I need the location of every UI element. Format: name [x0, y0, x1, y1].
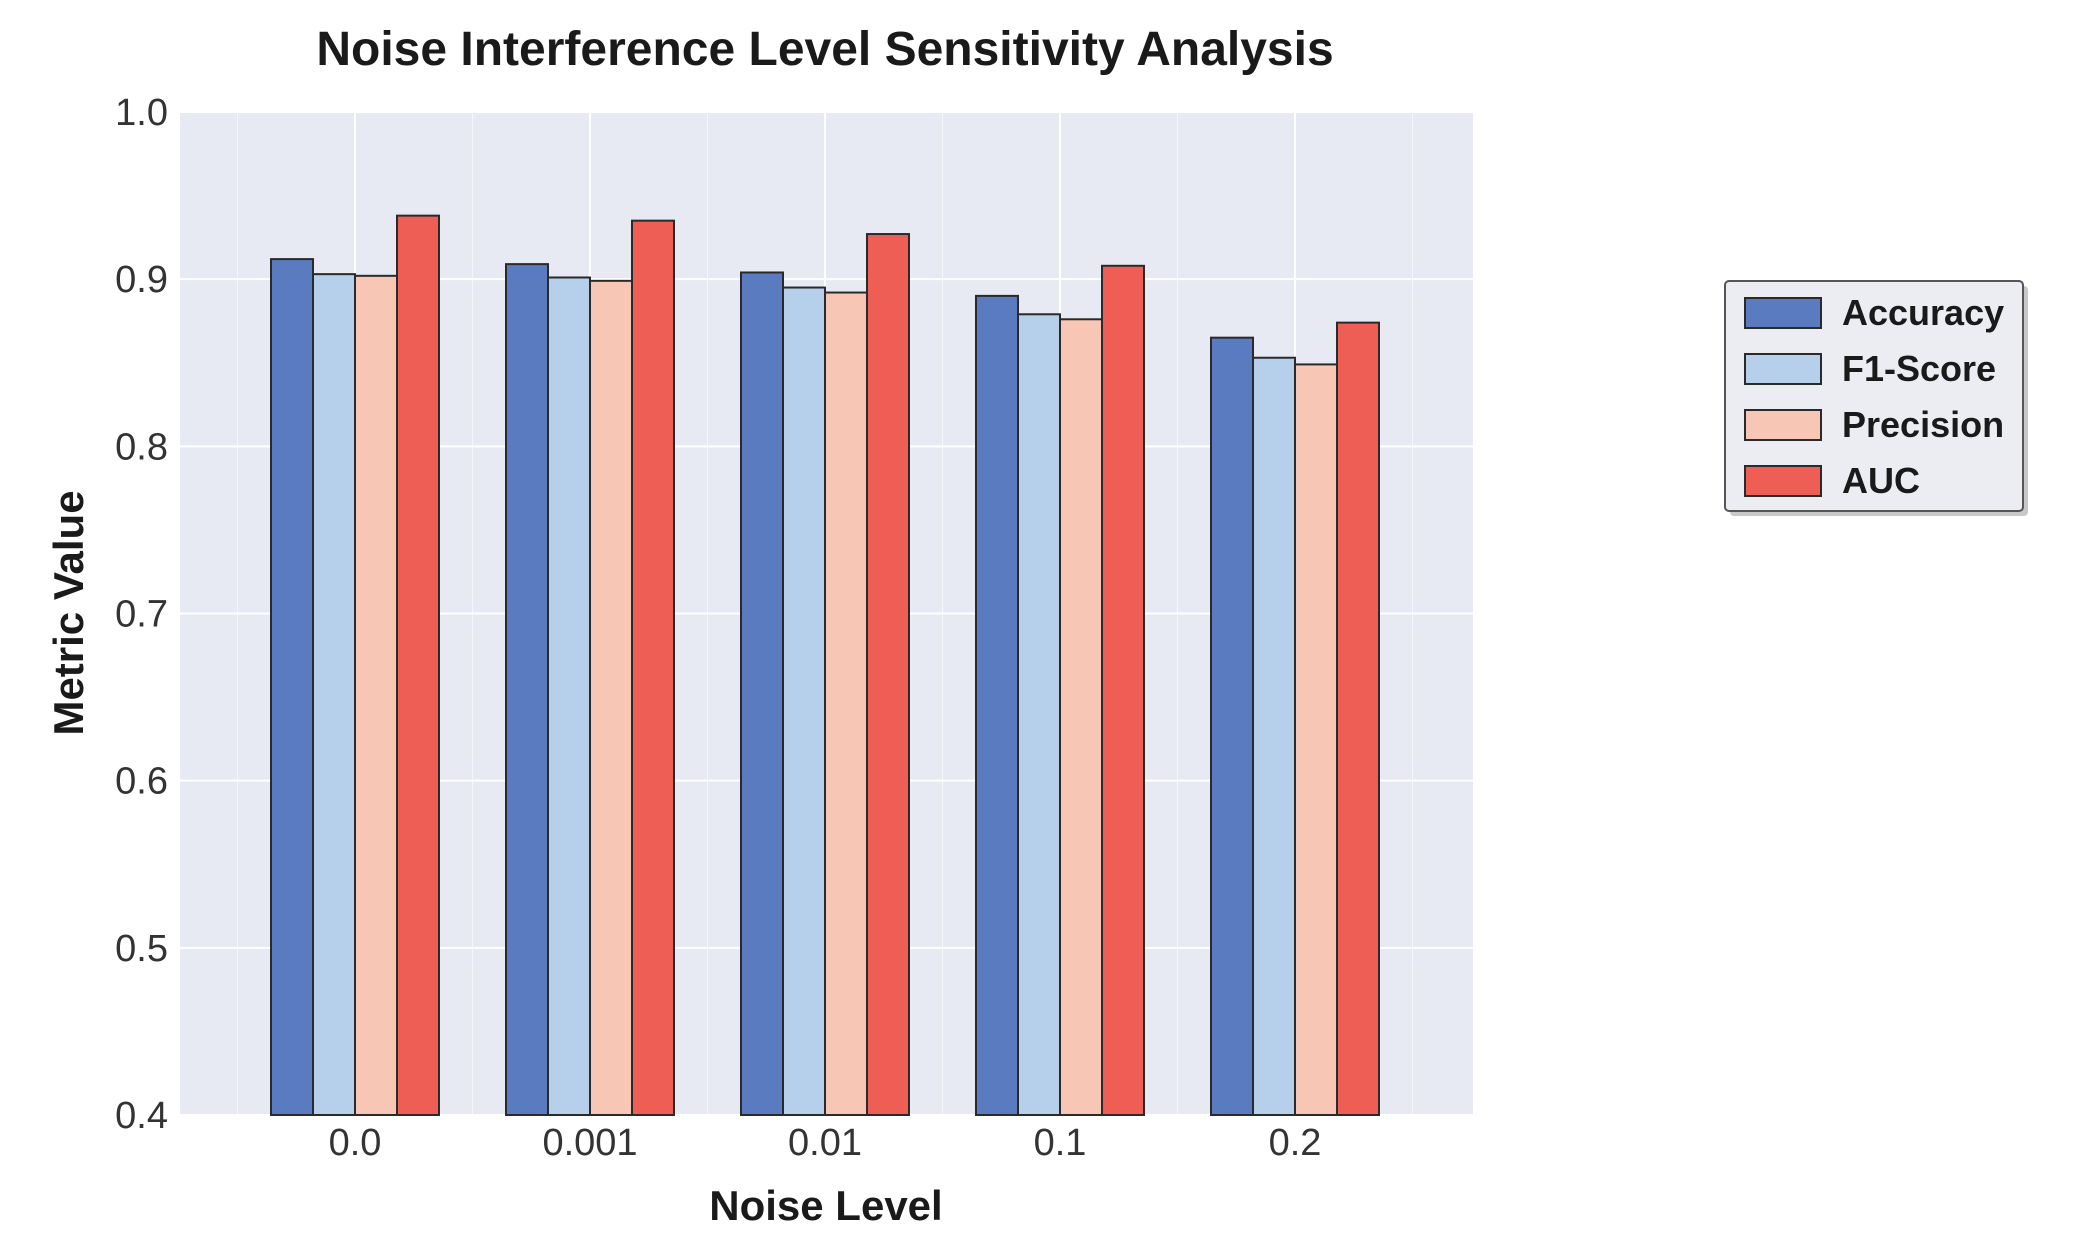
bar-f1-score — [1252, 356, 1296, 1116]
y-tick-label: 0.5 — [115, 928, 168, 970]
legend-box — [1724, 280, 2024, 512]
bar-f1-score — [312, 273, 356, 1116]
bars — [270, 214, 1380, 1117]
legend-swatch — [1744, 465, 1822, 497]
y-tick-label: 1.0 — [115, 92, 168, 134]
bar-accuracy — [740, 271, 784, 1117]
y-tick-label: 0.8 — [115, 426, 168, 468]
bar-auc — [866, 233, 910, 1116]
legend-label: AUC — [1842, 460, 1920, 501]
chart-title: Noise Interference Level Sensitivity Ana… — [316, 23, 1333, 76]
legend-swatch — [1744, 409, 1822, 441]
bar-f1-score — [547, 276, 591, 1116]
bar-precision — [354, 274, 398, 1117]
x-tick-label: 0.1 — [1034, 1122, 1087, 1164]
legend-label: Accuracy — [1842, 292, 2004, 333]
x-axis-label: Noise Level — [709, 1182, 942, 1229]
y-tick-label: 0.9 — [115, 259, 168, 301]
y-tick-label: 0.6 — [115, 761, 168, 803]
legend: Accuracy F1-Score Precision AUC — [1724, 280, 2028, 516]
bar-f1-score — [782, 286, 826, 1116]
x-tick-label: 0.2 — [1269, 1122, 1322, 1164]
bar-precision — [1294, 363, 1338, 1116]
bar-accuracy — [505, 263, 549, 1117]
legend-label: Precision — [1842, 404, 2004, 445]
x-tick-label: 0.01 — [788, 1122, 862, 1164]
bar-auc — [396, 214, 440, 1117]
legend-swatch — [1744, 297, 1822, 329]
x-tick-label: 0.001 — [542, 1122, 637, 1164]
bar-auc — [1101, 264, 1145, 1116]
bar-accuracy — [270, 258, 314, 1116]
legend-label: F1-Score — [1842, 348, 1996, 389]
y-axis-label: Metric Value — [45, 490, 92, 735]
bar-accuracy — [975, 294, 1019, 1116]
x-tick-label: 0.0 — [329, 1122, 382, 1164]
bar-precision — [824, 291, 868, 1117]
bar-auc — [1336, 321, 1380, 1116]
y-axis-ticks: 0.4 0.5 0.6 0.7 0.8 0.9 1.0 — [115, 92, 168, 1137]
bar-f1-score — [1017, 313, 1061, 1116]
bar-auc — [631, 219, 675, 1117]
bar-precision — [589, 279, 633, 1117]
bar-accuracy — [1210, 336, 1254, 1116]
x-axis-ticks: 0.0 0.001 0.01 0.1 0.2 — [329, 1122, 1322, 1164]
y-tick-label: 0.7 — [115, 594, 168, 636]
legend-swatch — [1744, 353, 1822, 385]
bar-precision — [1059, 318, 1103, 1116]
y-tick-label: 0.4 — [115, 1095, 168, 1137]
